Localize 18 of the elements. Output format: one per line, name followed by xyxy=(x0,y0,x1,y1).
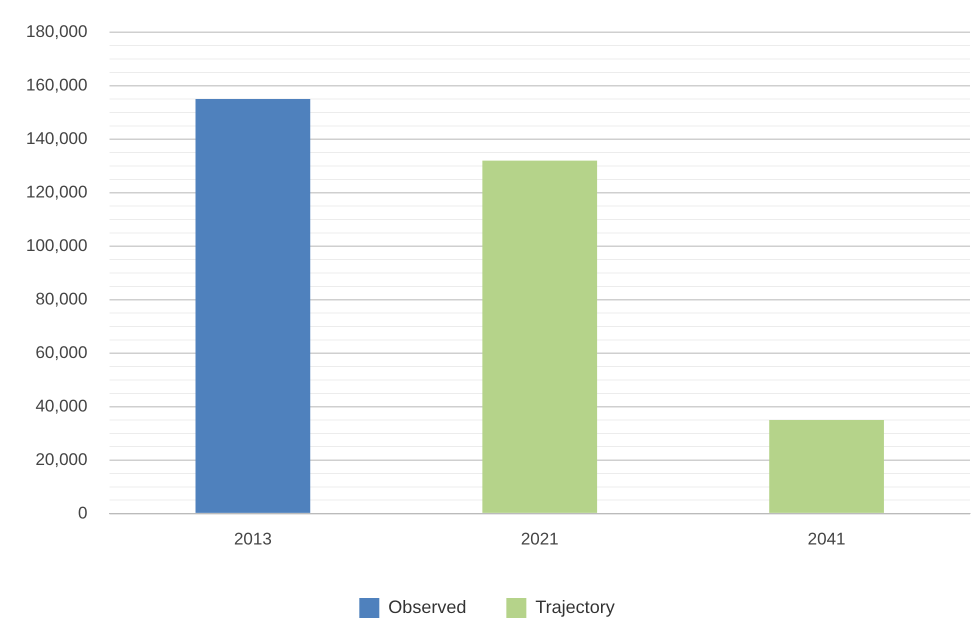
y-tick-label: 180,000 xyxy=(26,22,88,41)
y-tick-label: 20,000 xyxy=(35,450,88,469)
y-tick-label: 60,000 xyxy=(35,342,88,362)
y-tick-label: 140,000 xyxy=(26,128,88,148)
bar xyxy=(196,99,310,513)
bar xyxy=(769,420,884,513)
legend-label: Trajectory xyxy=(535,596,615,617)
bar xyxy=(482,160,598,513)
x-tick-label: 2041 xyxy=(808,529,846,548)
y-tick-label: 40,000 xyxy=(35,396,88,416)
y-tick-label: 160,000 xyxy=(26,75,88,94)
legend-label: Observed xyxy=(388,596,466,617)
y-tick-label: 100,000 xyxy=(26,236,88,255)
y-tick-label: 120,000 xyxy=(26,182,88,202)
x-tick-label: 2021 xyxy=(520,529,559,548)
y-tick-label: 80,000 xyxy=(35,289,88,308)
x-tick-label: 2013 xyxy=(234,529,272,548)
y-tick-label: 0 xyxy=(78,503,88,522)
